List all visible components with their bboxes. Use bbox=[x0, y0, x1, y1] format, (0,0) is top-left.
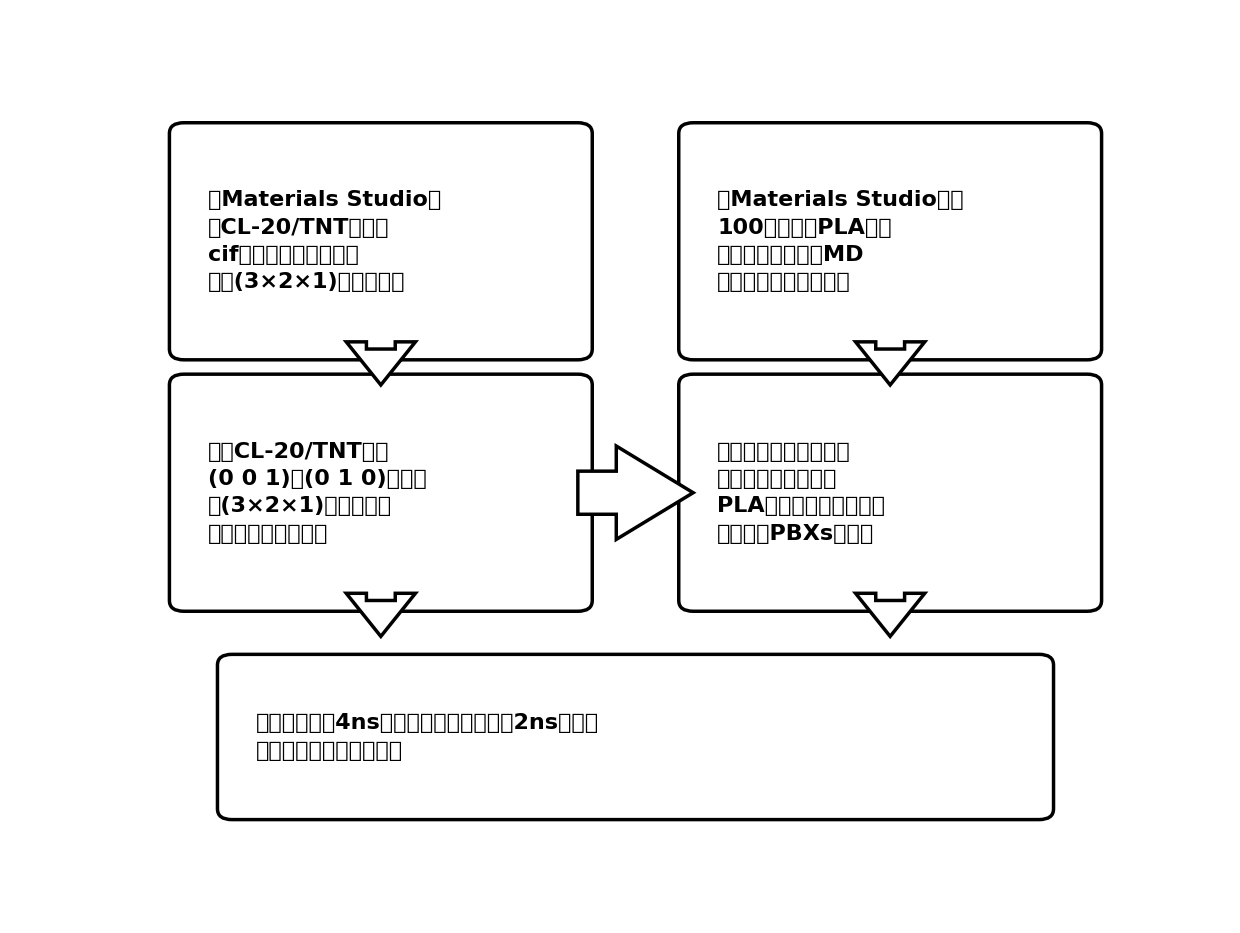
FancyBboxPatch shape bbox=[678, 374, 1101, 611]
FancyBboxPatch shape bbox=[170, 374, 593, 611]
Polygon shape bbox=[346, 341, 415, 385]
Text: 用Materials Studio建立
100个链节的PLA分子
链，逐步进行压缩MD
模拟以接近理论密度。: 用Materials Studio建立 100个链节的PLA分子 链，逐步进行压… bbox=[717, 190, 963, 292]
Text: 对各模型进行4ns的分子动力学模拟，后2ns用以收
集平衡轨迹于统计分析。: 对各模型进行4ns的分子动力学模拟，后2ns用以收 集平衡轨迹于统计分析。 bbox=[255, 714, 599, 760]
Text: 切割完成之后，设置一
定高度的真空层，把
PLA分子链加进真空层，
建立三种PBXs模型。: 切割完成之后，设置一 定高度的真空层，把 PLA分子链加进真空层， 建立三种PB… bbox=[717, 442, 885, 544]
Polygon shape bbox=[346, 593, 415, 636]
Text: 沿着CL-20/TNT共晶
(0 0 1)和(0 1 0)晶面切
割(3×2×1)超胞模型，
得到三种切割模型。: 沿着CL-20/TNT共晶 (0 0 1)和(0 1 0)晶面切 割(3×2×1… bbox=[208, 442, 427, 544]
Polygon shape bbox=[856, 593, 925, 636]
FancyBboxPatch shape bbox=[217, 654, 1054, 819]
Text: 用Materials Studio打
开CL-20/TNT共晶的
cif文件，修改化学键；
建立(3×2×1)超胞模型。: 用Materials Studio打 开CL-20/TNT共晶的 cif文件，修… bbox=[208, 190, 441, 292]
Polygon shape bbox=[578, 446, 693, 539]
FancyBboxPatch shape bbox=[678, 123, 1101, 360]
Polygon shape bbox=[856, 341, 925, 385]
FancyBboxPatch shape bbox=[170, 123, 593, 360]
